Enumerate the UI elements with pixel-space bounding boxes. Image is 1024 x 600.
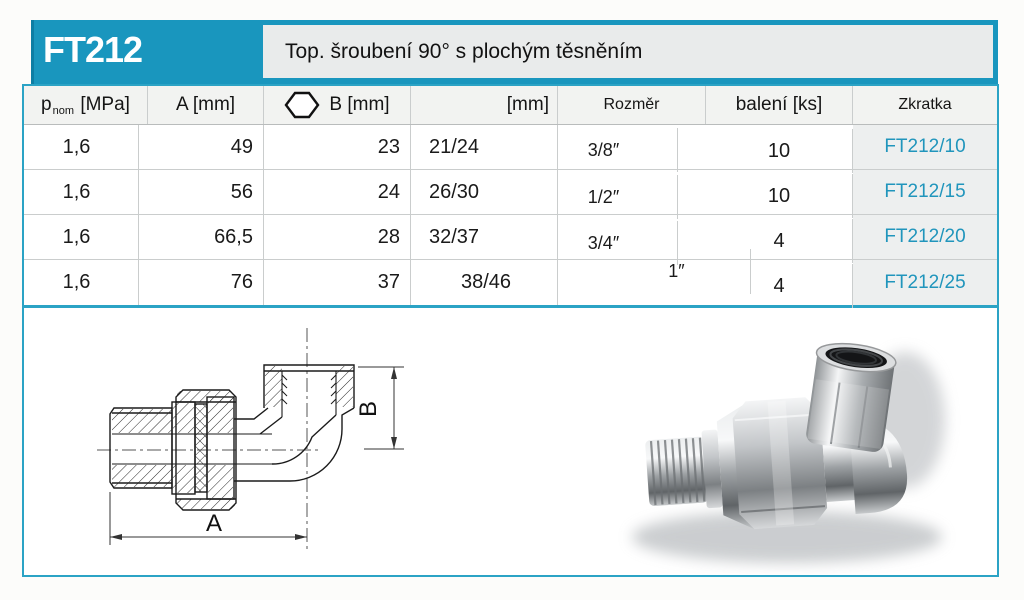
header-rozmer: Rozměr: [558, 86, 706, 124]
cell-b: 23: [264, 125, 411, 169]
header-mm: [mm]: [411, 86, 558, 124]
cell-baleni: 4: [706, 264, 853, 309]
spec-sheet: p nom [MPa] A [mm] B [mm] [mm] Rozměr bal…: [22, 84, 999, 577]
cell-zkratka: FT212/20: [853, 215, 997, 259]
cell-mm: 32/37: [411, 215, 558, 259]
header-strip: FT212 Top. šroubení 90° s plochým těsněn…: [31, 20, 998, 84]
product-photo: [632, 342, 945, 563]
cell-rozmer: 1″: [603, 249, 751, 294]
cell-mm: 38/46: [411, 260, 558, 305]
figures-section: B A: [24, 308, 997, 575]
cell-b: 28: [264, 215, 411, 259]
header-b: B [mm]: [264, 86, 411, 124]
pnom-base: p: [41, 94, 52, 115]
product-title: Top. šroubení 90° s plochým těsněním: [285, 39, 643, 63]
cell-a: 49: [148, 125, 264, 169]
cell-a: 66,5: [148, 215, 264, 259]
table-bottom-divider: [24, 305, 997, 308]
product-title-bar: Top. šroubení 90° s plochým těsněním: [263, 25, 993, 78]
technical-drawing: B A: [97, 328, 404, 550]
cell-a: 76: [148, 260, 264, 305]
cell-pnom: 1,6: [15, 125, 139, 169]
header-zkratka: Zkratka: [853, 86, 997, 124]
dim-a-label: A: [206, 510, 222, 537]
cell-a: 56: [148, 170, 264, 214]
cell-mm: 21/24: [411, 125, 558, 169]
cell-rozmer: 3/4″: [530, 221, 678, 265]
cell-zkratka: FT212/15: [853, 170, 997, 214]
header-pnom: p nom [MPa]: [24, 86, 148, 124]
cell-pnom: 1,6: [15, 170, 139, 214]
header-baleni: balení [ks]: [706, 86, 853, 124]
cell-rozmer: 3/8″: [530, 128, 678, 172]
spec-table-body: 1,6 49 23 21/24 3/8″ 10 FT212/10 1,6 56 24 26/30 1/…: [24, 125, 997, 309]
pnom-sub: nom: [52, 105, 75, 117]
product-code: FT212: [43, 29, 143, 70]
cell-zkratka: FT212/25: [853, 260, 997, 305]
spec-table-header: p nom [MPa] A [mm] B [mm] [mm] Rozměr bal…: [24, 86, 997, 125]
hexagon-icon: [284, 91, 320, 119]
cell-pnom: 1,6: [15, 215, 139, 259]
cell-baleni: 10: [706, 174, 853, 218]
table-row: 1,6 76 37 38/46 1″ 4 FT212/25: [24, 249, 997, 309]
header-a: A [mm]: [148, 86, 264, 124]
cell-pnom: 1,6: [15, 260, 139, 305]
cell-baleni: 4: [706, 219, 853, 263]
header-b-label: B [mm]: [329, 94, 390, 115]
table-row: 1,6 66,5 28 32/37 3/4″ 4 FT212/20: [24, 215, 997, 265]
cell-rozmer: 1/2″: [530, 175, 678, 219]
pnom-unit: [MPa]: [80, 94, 130, 115]
cell-mm: 26/30: [411, 170, 558, 214]
table-row: 1,6 49 23 21/24 3/8″ 10 FT212/10: [24, 125, 997, 173]
cell-zkratka: FT212/10: [853, 125, 997, 169]
cell-b: 37: [264, 260, 411, 305]
cell-b: 24: [264, 170, 411, 214]
cell-baleni: 10: [706, 129, 853, 173]
table-row: 1,6 56 24 26/30 1/2″ 10 FT212/15: [24, 170, 997, 219]
dim-b-label: B: [355, 401, 382, 417]
